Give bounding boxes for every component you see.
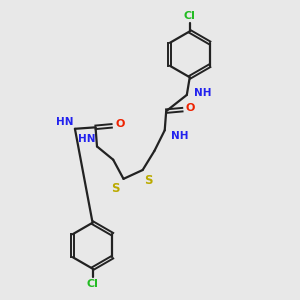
Text: S: S [112, 182, 120, 195]
Text: Cl: Cl [87, 279, 98, 289]
Text: NH: NH [194, 88, 212, 98]
Text: HN: HN [78, 134, 95, 143]
Text: O: O [186, 103, 195, 113]
Text: Cl: Cl [184, 11, 196, 21]
Text: S: S [144, 174, 153, 187]
Text: NH: NH [171, 131, 189, 141]
Text: HN: HN [56, 117, 74, 127]
Text: O: O [115, 119, 124, 129]
